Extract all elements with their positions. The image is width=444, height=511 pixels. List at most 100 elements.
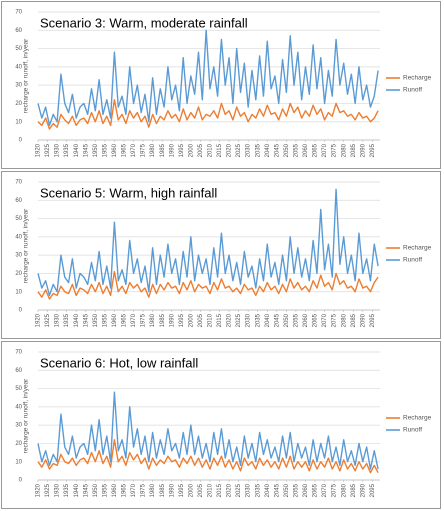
x-tick-label: 2055 [294, 313, 300, 327]
x-tick-label: 2085 [351, 483, 357, 497]
y-tick-label: 20 [15, 441, 22, 447]
x-tick-label: 1935 [64, 143, 70, 157]
y-tick-label: 0 [19, 138, 23, 144]
x-tick-label: 2035 [255, 483, 261, 497]
x-tick-label: 2015 [217, 143, 223, 157]
x-tick-label: 1960 [112, 483, 118, 497]
x-tick-label: 2065 [313, 143, 319, 157]
series-line [37, 188, 379, 297]
x-tick-label: 1980 [150, 143, 156, 157]
x-tick-label: 1970 [131, 483, 137, 497]
x-tick-label: 1930 [55, 143, 61, 157]
panel-frame [1, 1, 441, 169]
legend-label: Recharge [403, 245, 432, 252]
x-tick-label: 2080 [341, 143, 347, 157]
x-tick-label: 2005 [198, 143, 204, 157]
x-tick-label: 2005 [198, 483, 204, 497]
y-tick-label: 40 [15, 404, 22, 410]
x-tick-label: 1925 [45, 483, 51, 497]
y-tick-label: 40 [15, 234, 22, 240]
y-tick-label: 50 [15, 46, 22, 52]
x-tick-label: 2065 [313, 313, 319, 327]
y-tick-label: 0 [19, 308, 23, 314]
y-tick-label: 70 [15, 10, 22, 16]
x-tick-label: 1975 [141, 313, 147, 327]
x-tick-label: 1920 [36, 143, 42, 157]
y-axis-label: recharge or runoff, in/year [23, 208, 30, 284]
y-tick-label: 70 [15, 350, 22, 356]
x-tick-label: 1930 [55, 313, 61, 327]
y-tick-label: 50 [15, 216, 22, 222]
y-tick-label: 10 [15, 289, 22, 295]
x-tick-label: 1970 [131, 313, 137, 327]
y-tick-label: 30 [15, 83, 22, 89]
x-tick-label: 1995 [179, 483, 185, 497]
x-tick-label: 2015 [217, 483, 223, 497]
x-tick-label: 2070 [322, 313, 328, 327]
x-tick-label: 1975 [141, 143, 147, 157]
y-tick-label: 50 [15, 386, 22, 392]
x-tick-label: 1985 [160, 313, 166, 327]
legend-label: Runoff [403, 257, 422, 264]
x-tick-label: 2015 [217, 313, 223, 327]
legend-label: Runoff [403, 87, 422, 94]
x-tick-label: 1960 [112, 313, 118, 327]
x-tick-label: 2095 [370, 313, 376, 327]
x-tick-label: 1955 [102, 483, 108, 497]
x-tick-label: 1980 [150, 483, 156, 497]
x-tick-label: 1920 [36, 313, 42, 327]
x-tick-label: 2035 [255, 143, 261, 157]
x-tick-label: 2045 [274, 143, 280, 157]
x-tick-label: 2025 [236, 483, 242, 497]
y-axis-label: recharge or runoff, in/year [23, 38, 30, 114]
x-tick-label: 1965 [122, 313, 128, 327]
x-tick-label: 1980 [150, 313, 156, 327]
x-tick-label: 2025 [236, 143, 242, 157]
x-tick-label: 2070 [322, 143, 328, 157]
x-tick-label: 2020 [227, 313, 233, 327]
x-tick-label: 2000 [188, 483, 194, 497]
legend-label: Recharge [403, 75, 432, 82]
x-tick-label: 2060 [303, 483, 309, 497]
x-tick-label: 2020 [227, 483, 233, 497]
x-tick-label: 1995 [179, 313, 185, 327]
x-tick-label: 2080 [341, 313, 347, 327]
x-tick-label: 1990 [169, 143, 175, 157]
x-tick-label: 2075 [332, 483, 338, 497]
x-tick-label: 2030 [246, 143, 252, 157]
x-tick-label: 2055 [294, 483, 300, 497]
x-tick-label: 1925 [45, 143, 51, 157]
series-line [37, 270, 379, 300]
x-tick-label: 2000 [188, 143, 194, 157]
y-tick-label: 10 [15, 459, 22, 465]
x-tick-label: 1955 [102, 313, 108, 327]
x-tick-label: 1995 [179, 143, 185, 157]
x-tick-label: 2000 [188, 313, 194, 327]
x-tick-label: 2095 [370, 143, 376, 157]
x-tick-label: 1945 [83, 483, 89, 497]
series-line [37, 99, 379, 130]
y-tick-label: 10 [15, 119, 22, 125]
x-tick-label: 2050 [284, 483, 290, 497]
x-tick-label: 1990 [169, 483, 175, 497]
x-tick-label: 2095 [370, 483, 376, 497]
x-tick-label: 2010 [208, 143, 214, 157]
x-tick-label: 2040 [265, 143, 271, 157]
x-tick-label: 2030 [246, 313, 252, 327]
x-tick-label: 1960 [112, 143, 118, 157]
y-tick-label: 30 [15, 423, 22, 429]
chart-title: Scenario 6: Hot, low rainfall [40, 355, 198, 370]
panel-frame [1, 341, 441, 509]
x-tick-label: 1955 [102, 143, 108, 157]
y-axis-label: recharge or runoff, in/year [23, 378, 30, 454]
x-tick-label: 2085 [351, 313, 357, 327]
series-line [37, 391, 379, 470]
x-tick-label: 2090 [360, 143, 366, 157]
x-tick-label: 1950 [93, 313, 99, 327]
x-tick-label: 1925 [45, 313, 51, 327]
x-tick-label: 1930 [55, 483, 61, 497]
x-tick-label: 2090 [360, 313, 366, 327]
legend-label: Recharge [403, 415, 432, 422]
x-tick-label: 2040 [265, 483, 271, 497]
x-tick-label: 2005 [198, 313, 204, 327]
